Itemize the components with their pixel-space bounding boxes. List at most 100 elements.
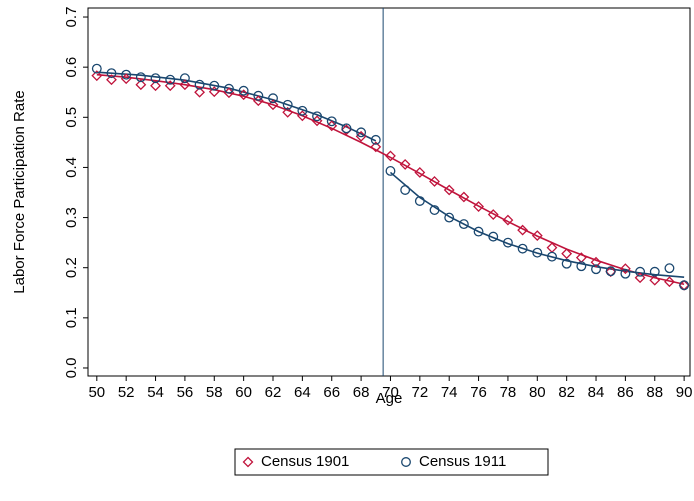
y-tick-label: 0.4 [63,157,80,178]
x-tick-label: 88 [646,384,663,401]
diamond-marker [531,230,543,242]
circle-marker [297,105,308,116]
diamond-marker [590,256,602,268]
circle-marker [664,263,675,274]
circle-marker [458,219,469,230]
x-tick-label: 60 [235,384,252,401]
circle-marker [326,116,337,127]
x-tick-label: 86 [617,384,634,401]
circle-marker [488,231,499,242]
diamond-marker [502,214,514,226]
circle-marker [473,226,484,237]
circle-marker [605,266,616,277]
circle-marker [414,196,425,206]
circle-marker [356,127,367,138]
x-tick-label: 62 [265,384,282,401]
fit-line [96,73,685,286]
circle-marker [444,212,455,223]
legend-label: Census 1901 [261,453,349,470]
legend-label: Census 1911 [419,453,506,470]
x-tick-label: 72 [411,384,428,401]
diamond-marker [458,191,470,203]
diamond-marker [443,184,455,196]
x-tick-label: 90 [676,384,693,401]
circle-marker [385,165,396,176]
x-tick-label: 52 [118,384,135,401]
diamond-marker [649,274,661,286]
diamond-marker [341,124,352,136]
fit-line [389,171,685,279]
circle-marker [401,457,411,467]
circle-marker [179,73,190,84]
y-tick-label: 0.3 [63,207,80,228]
circle-marker [238,85,249,96]
y-axis-label: Labor Force Participation Rate [11,90,28,293]
circle-marker [635,266,646,277]
circle-marker [370,134,381,145]
x-tick-label: 80 [529,384,546,401]
x-tick-label: 50 [88,384,105,401]
diamond-marker [179,79,191,91]
x-tick-label: 76 [470,384,487,401]
diamond-marker [399,159,411,170]
diamond-marker [208,86,220,98]
diamond-marker [91,70,103,82]
circle-marker [547,251,557,262]
diamond-marker [605,266,617,278]
diamond-marker [150,80,161,92]
y-tick-label: 0.0 [63,358,80,379]
diamond-marker [561,248,573,260]
diamond-marker [517,224,529,236]
diamond-marker [194,86,206,98]
circle-marker [194,79,205,90]
circle-marker [135,72,146,83]
circle-marker [165,74,176,85]
x-tick-label: 82 [558,384,575,401]
circle-marker [429,205,440,215]
diamond-marker [106,74,117,86]
circle-marker [150,73,161,84]
y-tick-label: 0.1 [63,307,80,328]
x-tick-label: 78 [500,384,517,401]
y-tick-label: 0.6 [63,57,80,78]
circle-marker [502,237,513,248]
diamond-marker [473,201,484,212]
diamond-marker [487,209,499,220]
diamond-marker [385,150,396,162]
fit-line [96,71,377,142]
x-tick-label: 58 [206,384,223,401]
circle-marker [561,258,572,269]
circle-marker [400,185,411,195]
circle-marker [591,264,601,275]
y-tick-label: 0.7 [63,7,80,28]
diamond-marker [135,79,147,91]
legend: Census 1901 Census 1911 [234,448,549,476]
plot-frame [87,7,691,377]
circle-marker [106,68,117,79]
y-tick-label: 0.5 [63,107,80,128]
circle-marker [532,247,543,258]
diamond-marker [164,80,176,92]
circle-marker [312,111,323,122]
diamond-marker [242,456,254,468]
diamond-marker [414,167,426,178]
diamond-marker [664,276,675,288]
diamond-marker [282,106,294,118]
diamond-marker [634,272,646,284]
circle-marker [517,243,528,254]
x-tick-label: 70 [382,384,399,401]
diamond-marker [619,263,631,275]
x-tick-label: 64 [294,384,311,401]
x-tick-label: 56 [177,384,194,401]
circle-marker [576,261,587,272]
circle-marker [91,63,102,74]
x-tick-label: 68 [353,384,370,401]
y-tick-label: 0.2 [63,257,80,278]
x-tick-label: 66 [323,384,340,401]
diamond-marker [370,141,382,153]
legend-box [234,448,549,476]
x-tick-label: 54 [147,384,164,401]
circle-marker [209,80,220,91]
circle-marker [679,280,690,291]
